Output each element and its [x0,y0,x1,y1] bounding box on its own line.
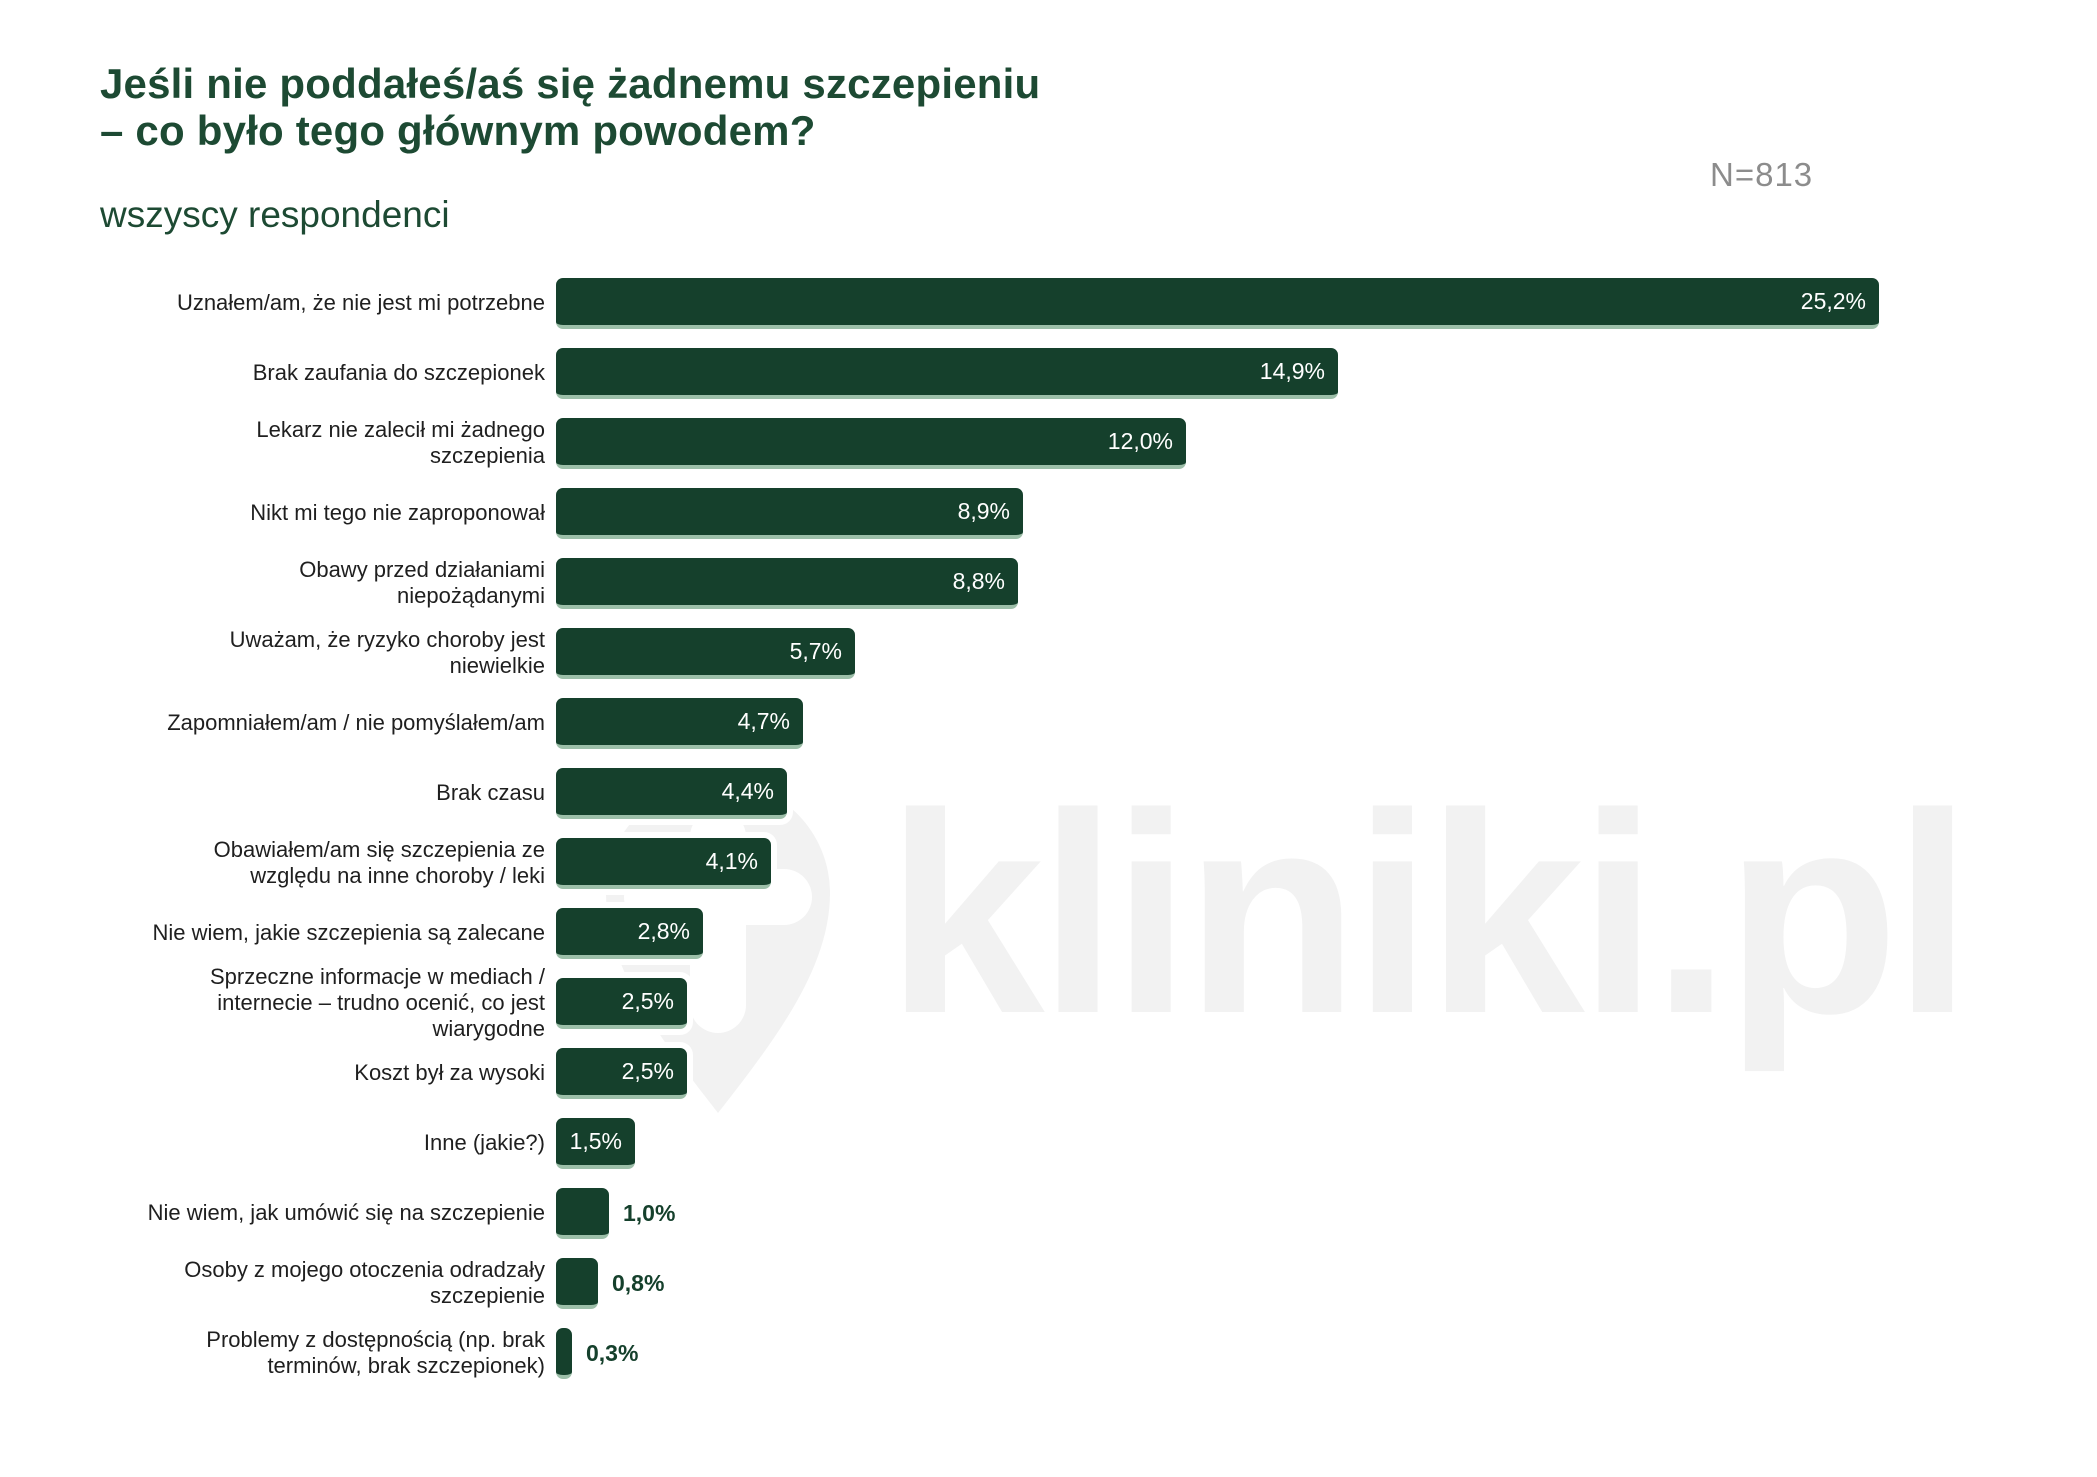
bar [556,1327,572,1379]
value-label: 25,2% [1800,287,1866,314]
bar: 14,9% [556,347,1338,399]
chart-row: Uznałem/am, że nie jest mi potrzebne 25,2… [105,268,2055,338]
category-label: Nikt mi tego nie zaproponował [250,500,545,526]
bar: 12,0% [556,417,1186,469]
bar: 8,9% [556,487,1023,539]
chart-row: Zapomniałem/am / nie pomyślałem/am 4,7% [105,688,2055,758]
value-label: 1,5% [569,1127,622,1154]
page-title-line2: – co było tego głównym powodem? [100,107,816,155]
category-label: Inne (jakie?) [423,1130,545,1156]
bar: 2,5% [556,1047,687,1099]
category-label: Obawiałem/am się szczepienia ze względu n… [213,837,545,888]
chart-row: Nie wiem, jakie szczepienia są zalecane 2… [105,898,2055,968]
chart-row: Koszt był za wysoki 2,5% [105,1038,2055,1108]
bar-track: 1,5% [556,1117,2055,1169]
chart-row: Lekarz nie zalecił mi żadnego szczepienia… [105,408,2055,478]
chart-row: Nikt mi tego nie zaproponował 8,9% [105,478,2055,548]
chart-row: Inne (jakie?) 1,5% [105,1108,2055,1178]
category-label: Brak czasu [436,780,545,806]
bar-track: 25,2% [556,277,2055,329]
bar [556,1187,609,1239]
value-label: 2,5% [621,1057,674,1084]
value-label: 8,8% [952,567,1005,594]
bar-chart: Uznałem/am, że nie jest mi potrzebne 25,2… [105,268,2055,1388]
category-label: Nie wiem, jak umówić się na szczepienie [147,1200,545,1226]
chart-row: Obawy przed działaniami niepożądanymi 8,8% [105,548,2055,618]
bar-track: 0,3% [556,1327,2055,1379]
chart-subtitle: wszyscy respondenci [100,194,450,235]
chart-row: Obawiałem/am się szczepienia ze względu n… [105,828,2055,898]
category-label: Uważam, że ryzyko choroby jest niewielkie [229,627,545,678]
bar: 1,5% [556,1117,635,1169]
chart-row: Osoby z mojego otoczenia odradzały szczep… [105,1248,2055,1318]
bar-track: 0,8% [556,1257,2055,1309]
category-label: Nie wiem, jakie szczepienia są zalecane [152,920,545,946]
bar-track: 14,9% [556,347,2055,399]
chart-row: Problemy z dostępnością (np. brak terminó… [105,1318,2055,1388]
value-label: 4,4% [721,777,774,804]
value-label: 14,9% [1259,357,1325,384]
value-label: 5,7% [789,637,842,664]
category-label: Lekarz nie zalecił mi żadnego szczepienia [256,417,545,468]
bar-track: 1,0% [556,1187,2055,1239]
bar-track: 4,7% [556,697,2055,749]
value-label: 1,0% [623,1199,676,1226]
bar: 4,4% [556,767,787,819]
bar: 25,2% [556,277,1879,329]
bar: 4,7% [556,697,803,749]
bar: 2,5% [556,977,687,1029]
bar: 5,7% [556,627,855,679]
bar-track: 4,4% [556,767,2055,819]
bar-track: 2,8% [556,907,2055,959]
value-label: 4,7% [737,707,790,734]
bar: 4,1% [556,837,771,889]
category-label: Zapomniałem/am / nie pomyślałem/am [167,710,545,736]
bar-track: 5,7% [556,627,2055,679]
bar-track: 8,9% [556,487,2055,539]
value-label: 12,0% [1107,427,1173,454]
chart-row: Sprzeczne informacje w mediach / internec… [105,964,2055,1041]
chart-row: Nie wiem, jak umówić się na szczepienie 1… [105,1178,2055,1248]
category-label: Problemy z dostępnością (np. brak terminó… [206,1327,545,1378]
category-label: Uznałem/am, że nie jest mi potrzebne [176,290,545,316]
bar-track: 8,8% [556,557,2055,609]
sample-size-label: N=813 [1710,156,1814,193]
bar-track: 12,0% [556,417,2055,469]
bar [556,1257,598,1309]
value-label: 2,5% [621,987,674,1014]
category-label: Koszt był za wysoki [354,1060,545,1086]
value-label: 4,1% [705,847,758,874]
chart-row: Brak zaufania do szczepionek 14,9% [105,338,2055,408]
chart-row: Brak czasu 4,4% [105,758,2055,828]
bar: 2,8% [556,907,703,959]
value-label: 2,8% [637,917,690,944]
category-label: Brak zaufania do szczepionek [252,360,545,386]
value-label: 8,9% [957,497,1010,524]
bar-track: 2,5% [556,1047,2055,1099]
value-label: 0,8% [612,1269,665,1296]
chart-row: Uważam, że ryzyko choroby jest niewielkie… [105,618,2055,688]
bar-track: 4,1% [556,837,2055,889]
value-label: 0,3% [586,1339,639,1366]
bar-track: 2,5% [556,977,2055,1029]
category-label: Osoby z mojego otoczenia odradzały szczep… [184,1257,545,1308]
page-title-line1: Jeśli nie poddałeś/aś się żadnemu szczep… [100,60,1041,107]
category-label: Obawy przed działaniami niepożądanymi [299,557,545,608]
category-label: Sprzeczne informacje w mediach / internec… [209,964,545,1041]
page-title: Jeśli nie poddałeś/aś się żadnemu szczep… [100,60,1040,154]
bar: 8,8% [556,557,1018,609]
